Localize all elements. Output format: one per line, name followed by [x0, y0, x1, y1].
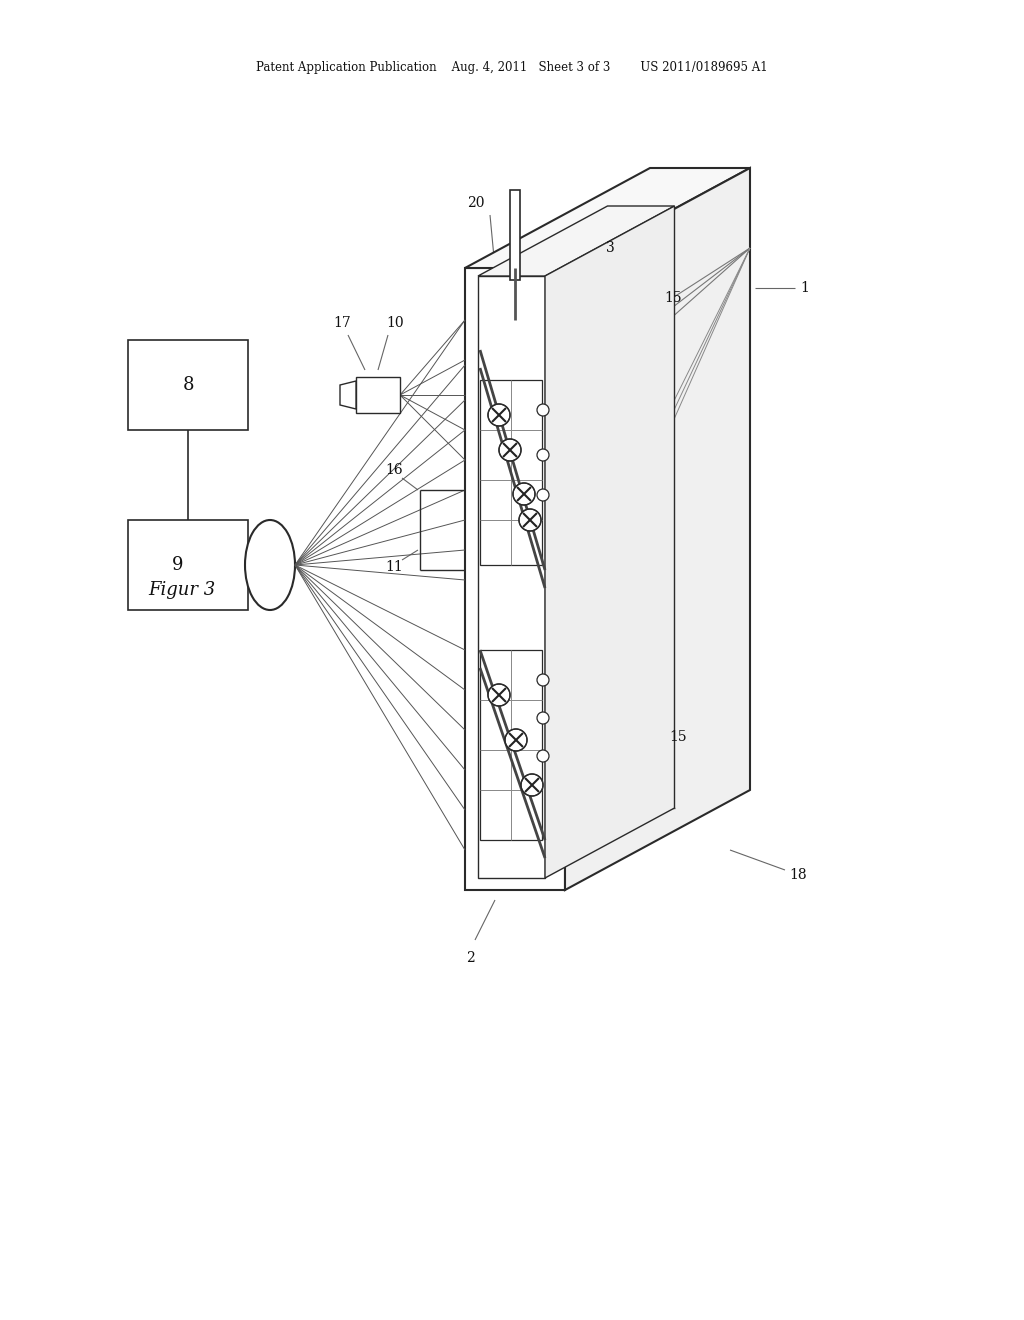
- Text: 16: 16: [385, 463, 402, 477]
- Text: 8: 8: [182, 376, 194, 393]
- Text: 10: 10: [386, 315, 403, 330]
- Circle shape: [521, 774, 543, 796]
- Bar: [128, 520, 248, 610]
- Text: 17: 17: [333, 315, 351, 330]
- Circle shape: [513, 483, 535, 506]
- Polygon shape: [478, 206, 675, 276]
- Circle shape: [537, 750, 549, 762]
- Text: 3: 3: [605, 242, 614, 255]
- Polygon shape: [465, 168, 750, 268]
- Circle shape: [537, 711, 549, 723]
- Circle shape: [488, 404, 510, 426]
- Text: 11: 11: [385, 560, 402, 574]
- Polygon shape: [340, 381, 356, 409]
- Bar: [128, 341, 248, 430]
- Text: 2: 2: [466, 950, 474, 965]
- Circle shape: [537, 404, 549, 416]
- Text: 15: 15: [665, 290, 682, 305]
- Bar: [478, 276, 545, 878]
- Circle shape: [505, 729, 527, 751]
- Text: Patent Application Publication    Aug. 4, 2011   Sheet 3 of 3        US 2011/018: Patent Application Publication Aug. 4, 2…: [256, 62, 768, 74]
- Circle shape: [499, 440, 521, 461]
- Text: Figur 3: Figur 3: [148, 581, 215, 599]
- Polygon shape: [565, 168, 750, 890]
- Ellipse shape: [245, 520, 295, 610]
- Text: 9: 9: [172, 556, 183, 574]
- Circle shape: [537, 488, 549, 502]
- Text: 1: 1: [801, 281, 809, 294]
- Bar: [510, 190, 520, 280]
- Circle shape: [519, 510, 541, 531]
- Bar: [480, 380, 542, 565]
- Bar: [356, 378, 400, 413]
- Text: 15: 15: [670, 730, 687, 744]
- Bar: [465, 268, 565, 890]
- Bar: [480, 649, 542, 840]
- Polygon shape: [545, 206, 675, 878]
- Circle shape: [488, 684, 510, 706]
- Text: 18: 18: [790, 869, 807, 882]
- Text: 20: 20: [467, 195, 484, 210]
- Circle shape: [537, 675, 549, 686]
- Circle shape: [537, 449, 549, 461]
